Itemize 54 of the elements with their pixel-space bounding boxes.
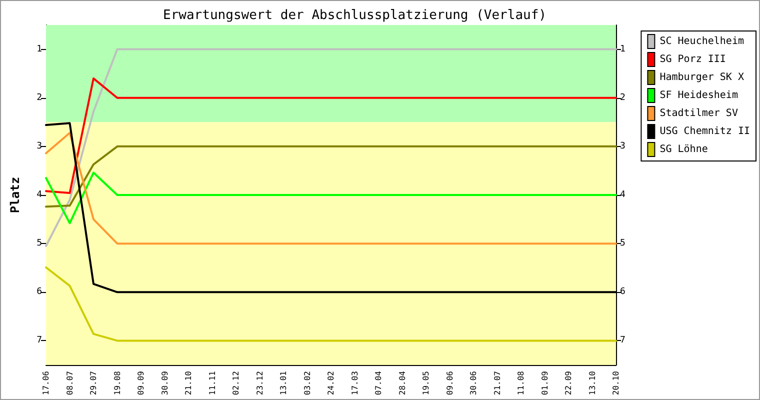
line-series — [45, 132, 617, 245]
x-tick-label: 20.10 — [612, 370, 620, 396]
x-tick-label: 13.10 — [588, 370, 597, 396]
chart-title: Erwartungswert der Abschlussplatzierung (Verlauf) — [163, 8, 547, 23]
x-tick-label: 17.03 — [350, 370, 360, 396]
y2-tick-label: 6 — [620, 287, 626, 298]
x-tick-label: 19.05 — [422, 370, 430, 396]
x-tick-label: 01.09 — [540, 370, 550, 396]
y-tick-label: 5 — [36, 238, 42, 249]
y-tick-label: 3 — [36, 141, 42, 152]
y2-tick-label: 7 — [620, 336, 626, 346]
legend-label: USG Chemnitz II — [660, 126, 750, 137]
x-tick-label: 22.09 — [564, 370, 573, 396]
legend-label: SC Heuchelheim — [660, 36, 744, 47]
x-tick-label: 19.08 — [112, 370, 122, 396]
x-tick-label: 30.09 — [160, 370, 170, 396]
y2-tick-label: 3 — [620, 141, 626, 152]
y-axis-title: Platz — [8, 176, 22, 214]
y2-tick-label: 5 — [620, 238, 626, 249]
x-tick-label: 07.04 — [374, 370, 383, 396]
x-tick-label: 03.02 — [302, 370, 312, 396]
legend-label: SG Porz III — [660, 54, 726, 65]
line-series — [45, 172, 617, 224]
x-tick-label: 11.11 — [208, 370, 217, 396]
legend-label: SG Löhne — [660, 144, 708, 155]
x-tick-label: 02.12 — [232, 370, 240, 396]
x-tick-label: 09.06 — [445, 370, 454, 396]
y-tick-label: 2 — [36, 92, 42, 103]
x-tick-label: 29.07 — [89, 370, 98, 396]
line-series — [45, 48, 617, 247]
line-series — [45, 145, 617, 208]
legend-label: Stadtilmer SV — [660, 108, 738, 119]
y-tick-label: 4 — [36, 190, 42, 200]
legend-label: SF Heidesheim — [660, 90, 738, 101]
line-series — [45, 77, 617, 194]
x-tick-label: 17.06 — [42, 370, 50, 396]
legend-label: Hamburger SK X — [660, 72, 744, 83]
x-tick-label: 23.12 — [255, 370, 264, 396]
y-tick-label: 1 — [36, 44, 42, 54]
y-tick-label: 6 — [36, 287, 42, 298]
y2-tick-label: 1 — [620, 44, 626, 54]
y2-tick-label: 2 — [620, 92, 626, 103]
x-tick-label: 13.01 — [279, 370, 288, 396]
x-tick-label: 21.07 — [492, 370, 502, 396]
line-series — [45, 266, 617, 342]
x-tick-label: 11.08 — [516, 370, 526, 396]
x-tick-label: 21.10 — [184, 370, 193, 396]
x-tick-label: 09.09 — [136, 370, 146, 396]
y-tick-label: 7 — [36, 336, 42, 346]
x-tick-label: 08.07 — [65, 370, 74, 396]
y2-tick-label: 4 — [620, 190, 626, 200]
x-tick-label: 28.04 — [398, 370, 407, 396]
x-tick-label: 30.06 — [469, 370, 478, 396]
x-tick-label: 24.02 — [326, 370, 336, 396]
